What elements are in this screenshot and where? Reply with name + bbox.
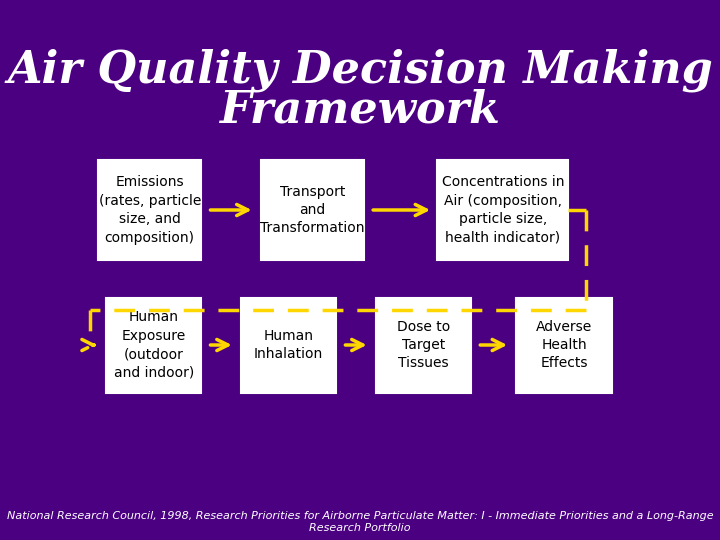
Text: Human
Exposure
(outdoor
and indoor): Human Exposure (outdoor and indoor) <box>114 310 194 380</box>
Text: Human
Inhalation: Human Inhalation <box>254 329 323 361</box>
FancyBboxPatch shape <box>516 298 611 393</box>
FancyBboxPatch shape <box>241 298 336 393</box>
FancyBboxPatch shape <box>98 160 202 260</box>
FancyBboxPatch shape <box>261 160 364 260</box>
Text: Air Quality Decision Making: Air Quality Decision Making <box>7 48 713 92</box>
Text: Transport
and
Transformation: Transport and Transformation <box>260 185 364 235</box>
FancyBboxPatch shape <box>437 160 568 260</box>
Text: National Research Council, 1998, Research Priorities for Airborne Particulate Ma: National Research Council, 1998, Researc… <box>6 511 714 533</box>
Text: Emissions
(rates, particle
size, and
composition): Emissions (rates, particle size, and com… <box>99 176 201 245</box>
Text: Adverse
Health
Effects: Adverse Health Effects <box>536 320 592 370</box>
FancyBboxPatch shape <box>106 298 202 393</box>
Text: Concentrations in
Air (composition,
particle size,
health indicator): Concentrations in Air (composition, part… <box>441 176 564 245</box>
FancyBboxPatch shape <box>376 298 471 393</box>
Text: Framework: Framework <box>220 89 500 132</box>
Text: Dose to
Target
Tissues: Dose to Target Tissues <box>397 320 450 370</box>
